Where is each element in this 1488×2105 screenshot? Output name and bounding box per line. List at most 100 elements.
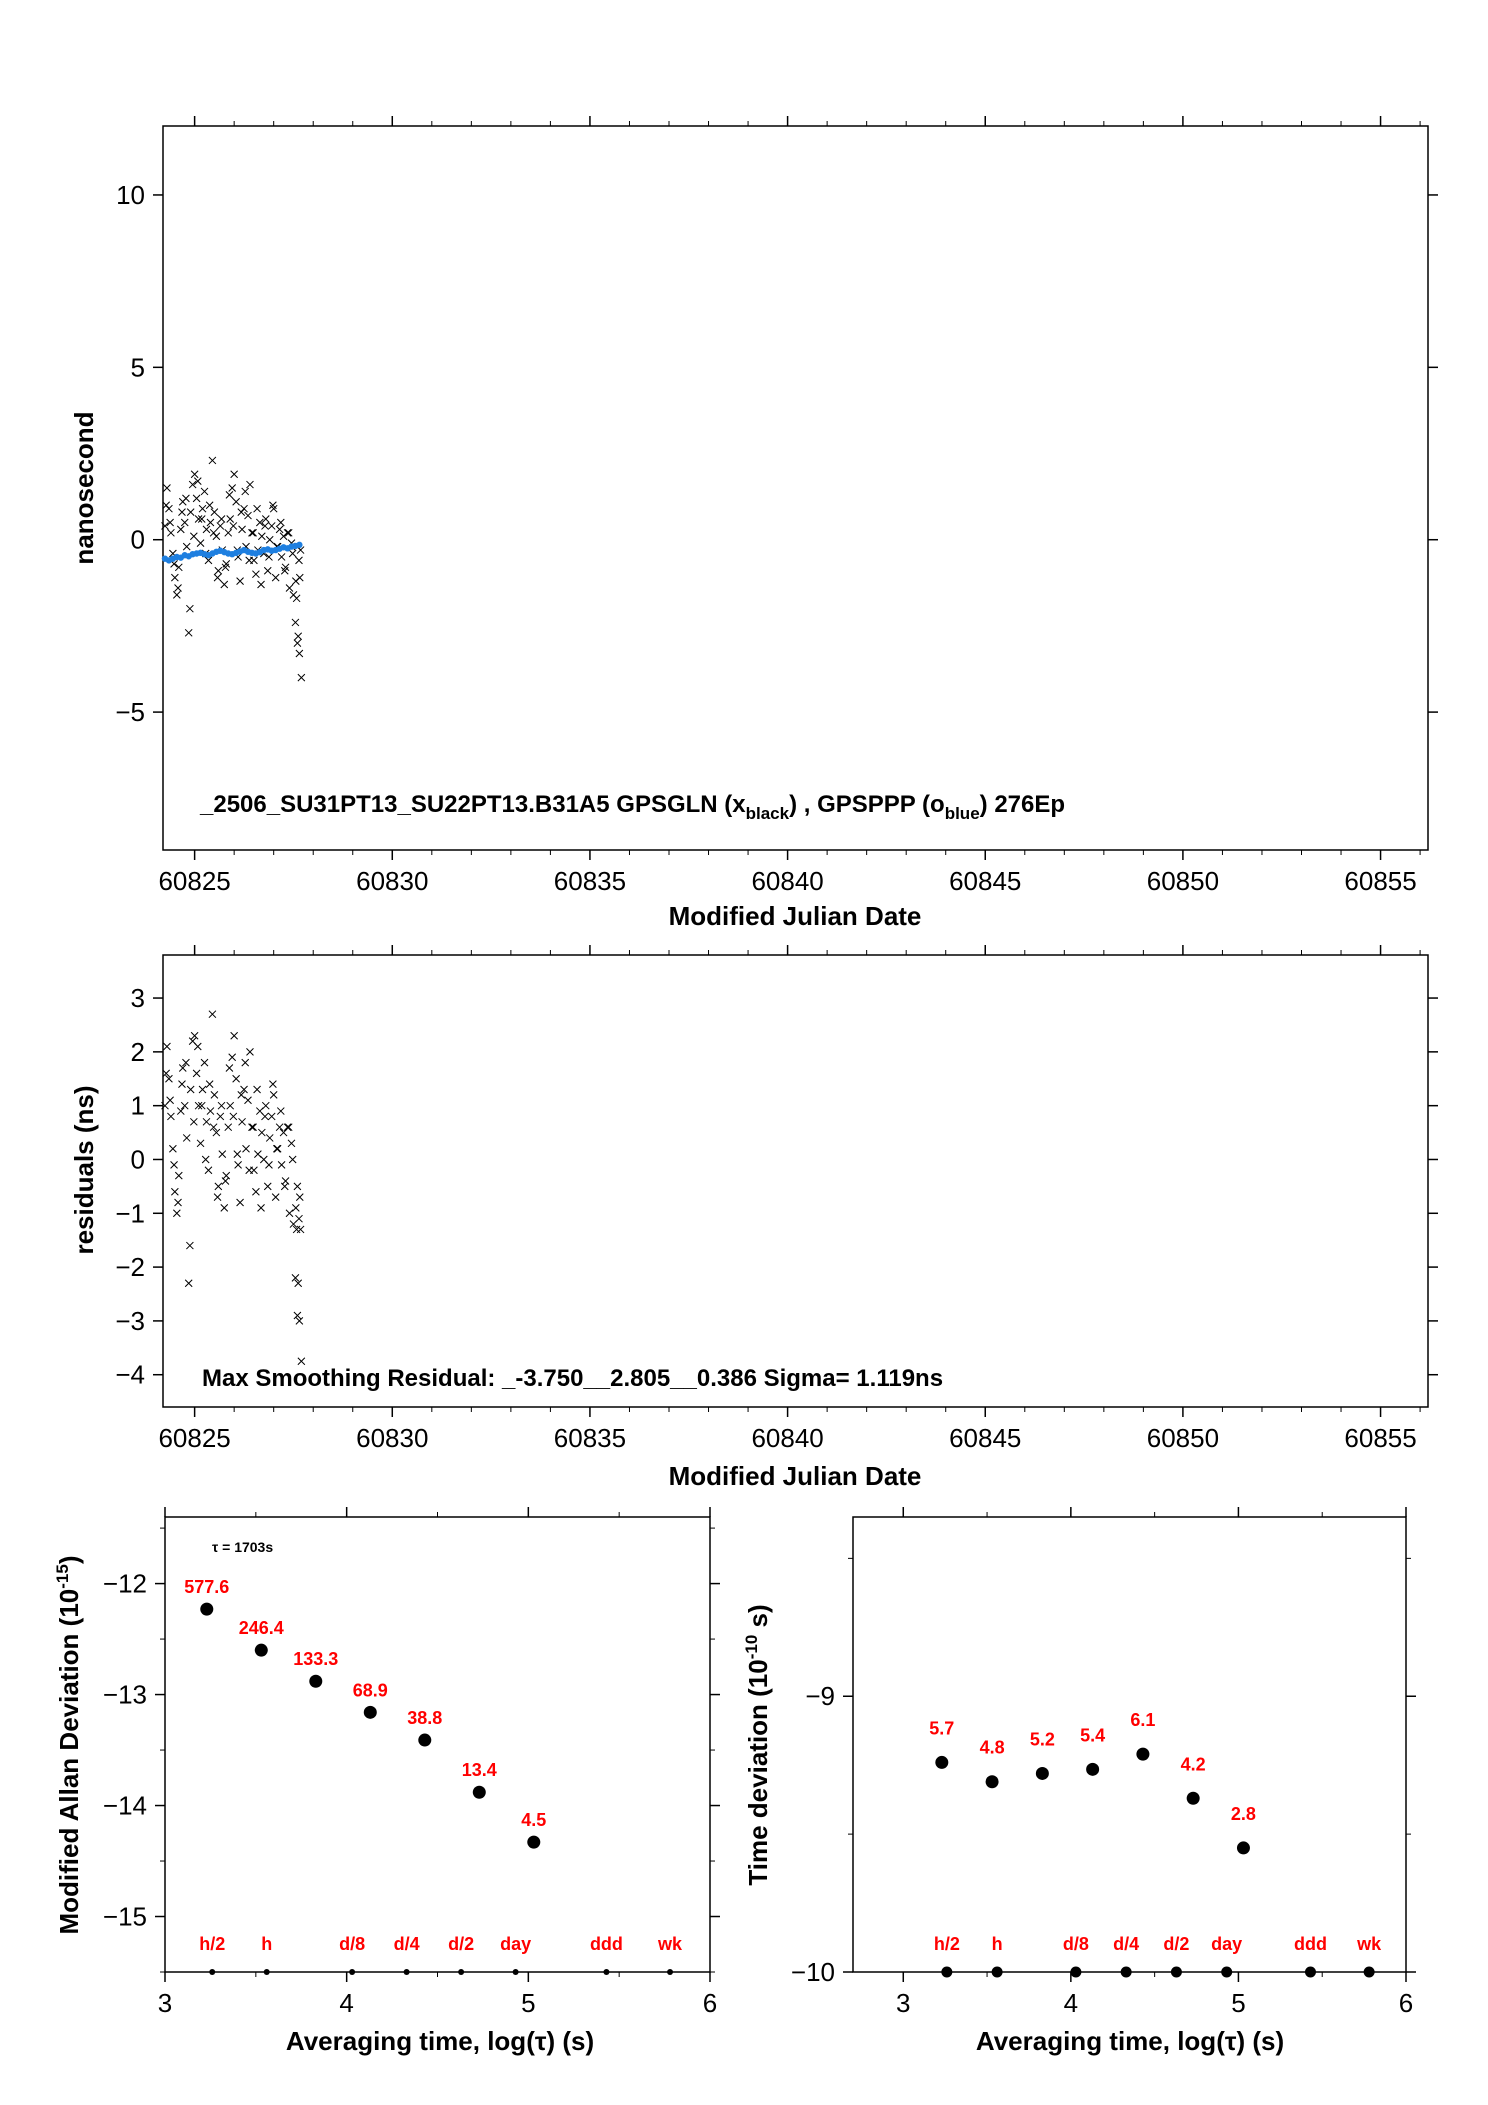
time-series-panel: 60825 60830 60835 60840 60845 60850 60855 −5 0 5 1…	[69, 116, 1438, 931]
gpsgln-point	[285, 584, 294, 592]
interval-marker-label: d/8	[1063, 1934, 1089, 1954]
residual-point	[193, 1042, 202, 1051]
deviation-point-label: 38.8	[407, 1708, 442, 1728]
residual-point	[297, 1357, 306, 1366]
y-tick-label: −12	[103, 1569, 147, 1599]
gpsgln-point	[216, 522, 225, 530]
residual-point	[167, 1112, 175, 1121]
y-tick-label: 0	[131, 525, 145, 555]
residual-point	[171, 1187, 179, 1196]
deviation-point	[527, 1835, 541, 1849]
residual-point	[238, 1117, 246, 1126]
y-tick-label: −1	[115, 1198, 145, 1228]
x-tick-label: 60825	[158, 866, 230, 896]
gpsgln-point	[166, 518, 174, 527]
residual-point	[295, 1317, 304, 1325]
x-tick-label: 60840	[751, 1423, 823, 1453]
gpsgln-point	[277, 553, 286, 561]
allan-deviation-xlabel: Averaging time, log(τ) (s)	[286, 2026, 594, 2056]
residual-point	[263, 1182, 272, 1191]
y-tick-label: −9	[805, 1681, 835, 1711]
x-tick-label: 3	[896, 1988, 910, 2018]
residuals-xlabel: Modified Julian Date	[669, 1461, 922, 1491]
gpsgln-point	[238, 525, 246, 534]
y-tick-label: −13	[103, 1680, 147, 1710]
gpsgln-point	[209, 528, 218, 537]
residual-point	[294, 1279, 303, 1288]
gpsgln-point	[263, 566, 272, 575]
deviation-point	[200, 1602, 214, 1616]
residual-point	[190, 1031, 199, 1040]
x-tick-label: 60845	[949, 1423, 1021, 1453]
residual-point	[236, 1198, 244, 1207]
deviation-point-label: 4.2	[1181, 1754, 1206, 1774]
gpsgln-point	[269, 501, 277, 510]
deviation-point	[254, 1643, 268, 1657]
allan-deviation-ylabel: Modified Allan Deviation (10-15)	[53, 1556, 84, 1935]
time-series-annotation: _2506_SU31PT13_SU22PT13.B31A5 GPSGLN (xb…	[199, 791, 1065, 823]
gpsgln-point	[220, 580, 229, 589]
gpsgln-point	[284, 528, 293, 537]
deviation-point	[985, 1775, 999, 1789]
residual-point	[165, 1074, 173, 1083]
y-tick-label: 10	[116, 180, 145, 210]
deviation-point-label: 5.7	[929, 1718, 954, 1738]
residual-point	[198, 1085, 207, 1094]
gpsgln-point	[293, 639, 302, 647]
gpsgln-point	[163, 484, 171, 492]
interval-marker-label: h/2	[199, 1934, 225, 1954]
gpsgln-point	[167, 528, 175, 537]
x-tick-label: 60840	[751, 866, 823, 896]
deviation-point-label: 4.8	[980, 1738, 1005, 1758]
gpsgln-point	[174, 584, 182, 592]
gpsgln-point	[161, 522, 169, 530]
x-tick-label: 60835	[554, 1423, 626, 1453]
residual-point	[273, 1144, 282, 1153]
residual-point	[225, 1064, 234, 1072]
residual-point	[192, 1069, 201, 1078]
residual-point	[261, 1101, 270, 1110]
gpsgln-point	[244, 511, 252, 520]
gpsgln-point	[194, 515, 203, 523]
residual-point	[248, 1123, 256, 1132]
residual-point	[201, 1155, 210, 1164]
time-series-ylabel: nanosecond	[69, 411, 99, 564]
gpsgln-point	[162, 501, 171, 510]
deviation-point-label: 577.6	[184, 1577, 229, 1597]
residual-point	[253, 1085, 261, 1094]
gpsgln-point	[221, 563, 230, 572]
gpsgln-point	[229, 522, 238, 530]
deviation-point	[472, 1785, 486, 1799]
residual-point	[296, 1225, 305, 1234]
time-deviation-panel: 3 4 5 6 −10 −9 5.7 4.8 5.2 5.4 6.1 4.2 2.8 h/2 h d/8 d/…	[742, 1507, 1416, 2056]
residual-point	[292, 1225, 301, 1234]
gpsgln-point	[171, 573, 179, 582]
residual-point	[218, 1150, 227, 1158]
interval-marker-label: d/2	[448, 1934, 474, 1954]
residual-point	[182, 1058, 190, 1067]
time-deviation-ylabel: Time deviation (10-10 s)	[742, 1604, 773, 1885]
y-tick-label: −5	[115, 697, 145, 727]
residual-point	[163, 1042, 171, 1051]
interval-marker-label: d/4	[1113, 1934, 1139, 1954]
residual-point	[169, 1144, 177, 1153]
residual-point	[287, 1139, 296, 1148]
gpsgln-point	[192, 494, 201, 503]
residual-point	[295, 1214, 303, 1223]
gpsgln-point	[196, 539, 205, 548]
deviation-point	[1136, 1747, 1150, 1761]
residual-point	[214, 1182, 223, 1191]
x-tick-label: 5	[1231, 1988, 1245, 2018]
gpsgln-point	[291, 577, 300, 585]
gpsgln-point	[288, 549, 297, 558]
residual-point	[265, 1134, 274, 1142]
residual-point	[220, 1204, 229, 1212]
tau-note: τ = 1703s	[212, 1539, 273, 1555]
residual-point	[232, 1074, 240, 1083]
gpsgln-point	[237, 508, 246, 516]
gpsgln-point	[245, 556, 254, 565]
deviation-point-label: 133.3	[293, 1649, 338, 1669]
residual-point	[209, 1123, 218, 1132]
deviation-point	[1086, 1762, 1100, 1776]
interval-marker	[458, 1969, 465, 1975]
